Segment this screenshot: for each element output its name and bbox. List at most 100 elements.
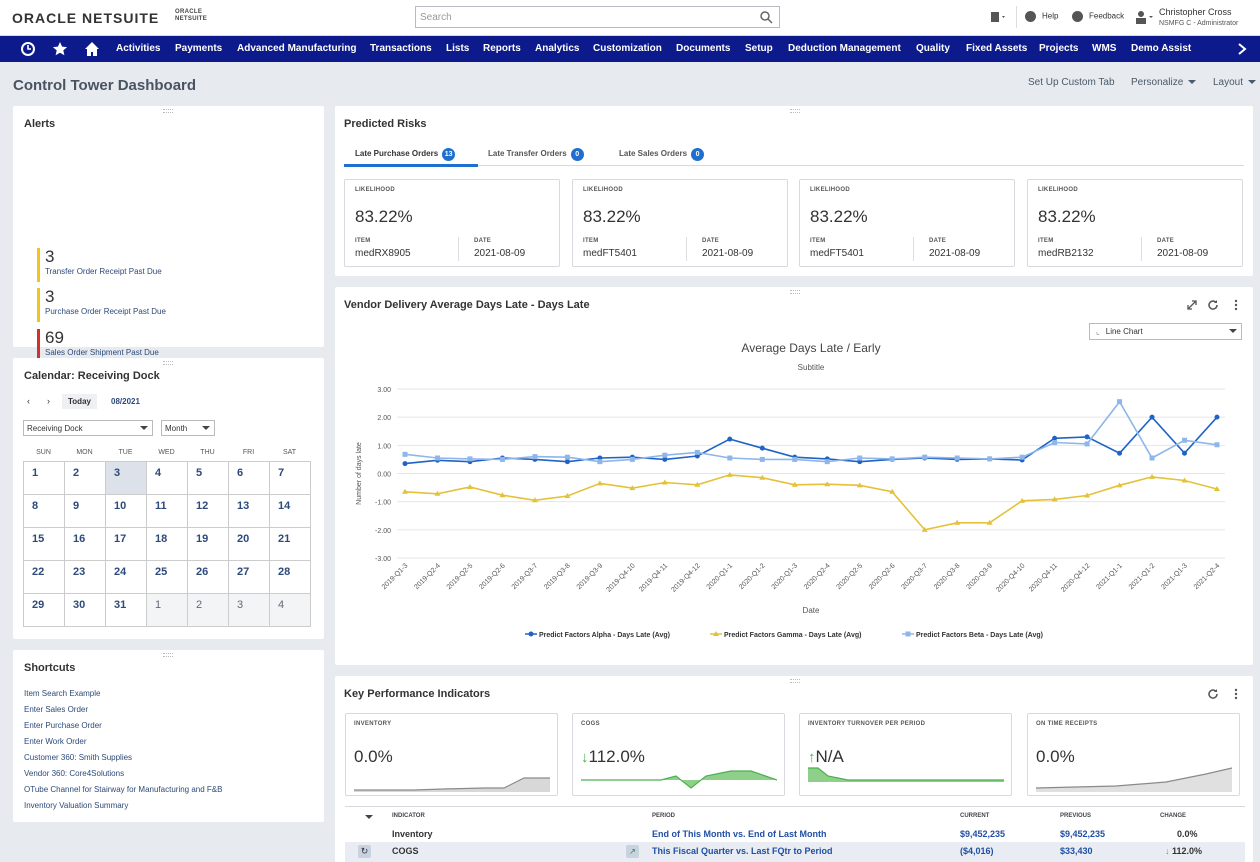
tab-late-purchase-orders[interactable]: Late Purchase Orders 13 <box>355 148 456 161</box>
shortcut-link[interactable]: Inventory Valuation Summary <box>24 801 129 810</box>
chart-type-select[interactable]: ⌞ Line Chart <box>1089 323 1242 340</box>
alert-item[interactable]: 3 Purchase Order Receipt Past Due <box>37 288 217 322</box>
shortcut-link[interactable]: OTube Channel for Stairway for Manufactu… <box>24 785 223 794</box>
calendar-day[interactable]: 3 <box>105 461 147 495</box>
nav-customization[interactable]: Customization <box>593 43 662 54</box>
calendar-today-button[interactable]: Today <box>62 394 97 409</box>
calendar-day[interactable]: 10 <box>105 494 147 528</box>
calendar-day[interactable]: 19 <box>187 527 229 561</box>
calendar-day[interactable]: 1 <box>23 461 65 495</box>
kpi-card-on-time-receipts[interactable]: ON TIME RECEIPTS 0.0% <box>1027 713 1240 796</box>
calendar-day[interactable]: 26 <box>187 560 229 594</box>
row-period-link[interactable]: End of This Month vs. End of Last Month <box>652 829 827 839</box>
favorites-star-icon[interactable] <box>52 41 68 57</box>
calendar-day[interactable]: 24 <box>105 560 147 594</box>
calendar-day[interactable]: 4 <box>146 461 188 495</box>
shortcut-link[interactable]: Enter Sales Order <box>24 705 89 714</box>
risk-card[interactable]: LIKELIHOOD 83.22% ITEM medFT5401 DATE 2021-08… <box>572 179 788 267</box>
sort-caret-icon[interactable] <box>365 815 373 819</box>
nav-setup[interactable]: Setup <box>745 43 773 54</box>
calendar-day[interactable]: 12 <box>187 494 229 528</box>
calendar-day[interactable]: 28 <box>269 560 311 594</box>
calendar-day[interactable]: 8 <box>23 494 65 528</box>
calendar-day[interactable]: 3 <box>228 593 270 627</box>
shortcut-link[interactable]: Vendor 360: Core4Solutions <box>24 769 125 778</box>
calendar-day[interactable]: 4 <box>269 593 311 627</box>
calendar-day[interactable]: 18 <box>146 527 188 561</box>
calendar-day[interactable]: 6 <box>228 461 270 495</box>
row-period-link[interactable]: This Fiscal Quarter vs. Last FQtr to Per… <box>652 846 833 856</box>
nav-deduction-management[interactable]: Deduction Management <box>788 43 901 54</box>
personalize-menu[interactable]: Personalize <box>1131 77 1197 88</box>
calendar-day[interactable]: 29 <box>23 593 65 627</box>
calendar-day[interactable]: 1 <box>146 593 188 627</box>
calendar-day[interactable]: 15 <box>23 527 65 561</box>
drag-handle[interactable] <box>163 109 173 113</box>
row-current[interactable]: ($4,016) <box>960 846 994 856</box>
layout-menu[interactable]: Layout <box>1213 77 1257 88</box>
nav-transactions[interactable]: Transactions <box>370 43 432 54</box>
drag-handle[interactable] <box>163 653 173 657</box>
calendar-day[interactable]: 17 <box>105 527 147 561</box>
refresh-icon[interactable] <box>1207 299 1219 311</box>
recent-records-icon[interactable] <box>990 10 1008 24</box>
alert-item[interactable]: 3 Transfer Order Receipt Past Due <box>37 248 217 282</box>
risk-card[interactable]: LIKELIHOOD 83.22% ITEM medRX8905 DATE 2021-08… <box>344 179 560 267</box>
nav-quality[interactable]: Quality <box>916 43 950 54</box>
nav-wms[interactable]: WMS <box>1092 43 1117 54</box>
calendar-next-button[interactable]: › <box>47 396 50 406</box>
trend-chart-icon[interactable]: ↗ <box>626 845 639 858</box>
kpi-card-inventory[interactable]: INVENTORY 0.0% <box>345 713 558 796</box>
nav-reports[interactable]: Reports <box>483 43 521 54</box>
calendar-day[interactable]: 27 <box>228 560 270 594</box>
risk-card[interactable]: LIKELIHOOD 83.22% ITEM medFT5401 DATE 2021-08… <box>799 179 1015 267</box>
row-previous[interactable]: $33,430 <box>1060 846 1093 856</box>
search-icon[interactable] <box>759 10 773 24</box>
calendar-day[interactable]: 16 <box>64 527 106 561</box>
expand-icon[interactable] <box>1186 299 1198 311</box>
shortcut-link[interactable]: Item Search Example <box>24 689 101 698</box>
recent-icon[interactable] <box>20 41 36 57</box>
more-options-icon[interactable] <box>1230 688 1242 700</box>
nav-documents[interactable]: Documents <box>676 43 731 54</box>
nav-analytics[interactable]: Analytics <box>535 43 580 54</box>
more-options-icon[interactable] <box>1230 299 1242 311</box>
nav-activities[interactable]: Activities <box>116 43 161 54</box>
alert-label[interactable]: Purchase Order Receipt Past Due <box>45 307 166 316</box>
row-previous[interactable]: $9,452,235 <box>1060 829 1106 839</box>
calendar-day[interactable]: 7 <box>269 461 311 495</box>
refresh-icon[interactable] <box>1207 688 1219 700</box>
nav-demo-assist[interactable]: Demo Assist <box>1131 43 1192 54</box>
calendar-day[interactable]: 13 <box>228 494 270 528</box>
alert-item[interactable]: 69 Sales Order Shipment Past Due <box>37 329 217 363</box>
calendar-day[interactable]: 23 <box>64 560 106 594</box>
calendar-resource-select[interactable]: Receiving Dock <box>23 420 153 436</box>
nav-projects[interactable]: Projects <box>1039 43 1079 54</box>
drag-handle[interactable] <box>790 109 800 113</box>
calendar-day[interactable]: 11 <box>146 494 188 528</box>
tab-late-sales-orders[interactable]: Late Sales Orders 0 <box>619 148 705 161</box>
role-switch-icon[interactable] <box>1135 10 1155 24</box>
calendar-day[interactable]: 21 <box>269 527 311 561</box>
help-link[interactable]: Help <box>1025 11 1058 22</box>
kpi-card-inventory-turnover[interactable]: INVENTORY TURNOVER PER PERIOD ↑N/A <box>799 713 1012 796</box>
user-menu[interactable]: Christopher Cross NSMFG C - Administrato… <box>1159 7 1238 29</box>
calendar-day[interactable]: 2 <box>187 593 229 627</box>
nav-advanced-manufacturing[interactable]: Advanced Manufacturing <box>237 43 357 54</box>
setup-custom-tab-link[interactable]: Set Up Custom Tab <box>1028 77 1115 88</box>
calendar-day[interactable]: 30 <box>64 593 106 627</box>
calendar-view-select[interactable]: Month <box>161 420 215 436</box>
shortcut-link[interactable]: Enter Work Order <box>24 737 87 746</box>
nav-payments[interactable]: Payments <box>175 43 223 54</box>
home-icon[interactable] <box>84 41 100 57</box>
shortcut-link[interactable]: Customer 360: Smith Supplies <box>24 753 133 762</box>
global-search-input[interactable]: Search <box>415 6 780 28</box>
calendar-day[interactable]: 22 <box>23 560 65 594</box>
calendar-day[interactable]: 9 <box>64 494 106 528</box>
calendar-day[interactable]: 20 <box>228 527 270 561</box>
tab-late-transfer-orders[interactable]: Late Transfer Orders 0 <box>488 148 584 161</box>
kpi-card-cogs[interactable]: COGS ↓112.0% <box>572 713 785 796</box>
calendar-day[interactable]: 2 <box>64 461 106 495</box>
alert-label[interactable]: Sales Order Shipment Past Due <box>45 348 159 357</box>
calendar-day[interactable]: 14 <box>269 494 311 528</box>
